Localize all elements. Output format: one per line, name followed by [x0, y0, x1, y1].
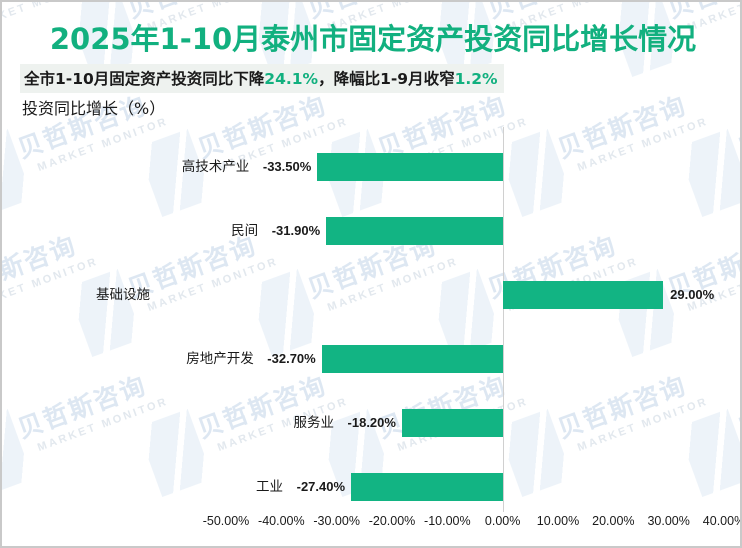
bar-工业[interactable] — [351, 473, 503, 501]
zero-axis-line — [502, 127, 504, 512]
chart-bar-row: -31.90% 民间 — [2, 199, 740, 263]
x-axis-ticks: -50.00% -40.00% -30.00% -20.00% -10.00% 0.00%… — [2, 514, 742, 536]
x-tick-label: 30.00% — [647, 514, 690, 528]
category-label: 高技术产业 — [181, 159, 250, 175]
bar-高技术产业[interactable] — [317, 153, 503, 181]
bar-民间[interactable] — [326, 217, 503, 245]
chart-bar-row: -32.70% 房地产开发 — [2, 327, 740, 391]
plot-area: -33.50% 高技术产业 -31.90% 民间 29.00% 基础设施 -32.70% 房地… — [2, 127, 740, 512]
bar-value-label: -31.90% — [271, 223, 321, 238]
x-tick-label: -40.00% — [258, 514, 305, 528]
x-tick-label: 40.00% — [702, 514, 742, 528]
x-tick-label: -30.00% — [313, 514, 360, 528]
x-tick-label: -10.00% — [424, 514, 471, 528]
chart-bar-row: 29.00% 基础设施 — [2, 263, 740, 327]
subtitle-banner: 全市1-10月固定资产投资同比下降24.1%，降幅比1-9月收窄1.2% — [20, 64, 504, 93]
bar-房地产开发[interactable] — [321, 345, 503, 373]
bar-服务业[interactable] — [401, 409, 503, 437]
x-tick-label: -50.00% — [202, 514, 250, 528]
x-tick-label: -20.00% — [368, 514, 416, 528]
subtitle-text-2: ，降幅比1-9月收窄 — [318, 70, 455, 88]
page-title: 2025年1-10月泰州市固定资产投资同比增长情况 — [49, 22, 697, 56]
bar-value-label: 29.00% — [670, 287, 715, 302]
category-label: 基础设施 — [96, 287, 150, 303]
x-tick-label: 0.00% — [484, 514, 521, 528]
category-label: 房地产开发 — [186, 351, 254, 367]
chart-bar-row: -27.40% 工业 — [2, 455, 740, 519]
subtitle-text-0: 全市1-10月固定资产投资同比下降 — [24, 70, 265, 88]
category-label: 工业 — [256, 479, 284, 495]
x-tick-label: 20.00% — [592, 514, 635, 528]
bar-基础设施[interactable] — [502, 281, 664, 309]
chart-bar-row: -33.50% 高技术产业 — [2, 135, 740, 199]
category-label: 服务业 — [293, 415, 334, 431]
x-tick-label: 10.00% — [536, 514, 580, 528]
series-axis-label: 投资同比增长（%） — [22, 99, 166, 118]
chart-bar-row: -18.20% 服务业 — [2, 391, 740, 455]
bar-value-label: -33.50% — [262, 159, 312, 174]
category-label: 民间 — [231, 223, 259, 239]
subtitle-highlight-3: 1.2% — [454, 70, 498, 88]
subtitle-highlight-1: 24.1% — [264, 70, 319, 88]
